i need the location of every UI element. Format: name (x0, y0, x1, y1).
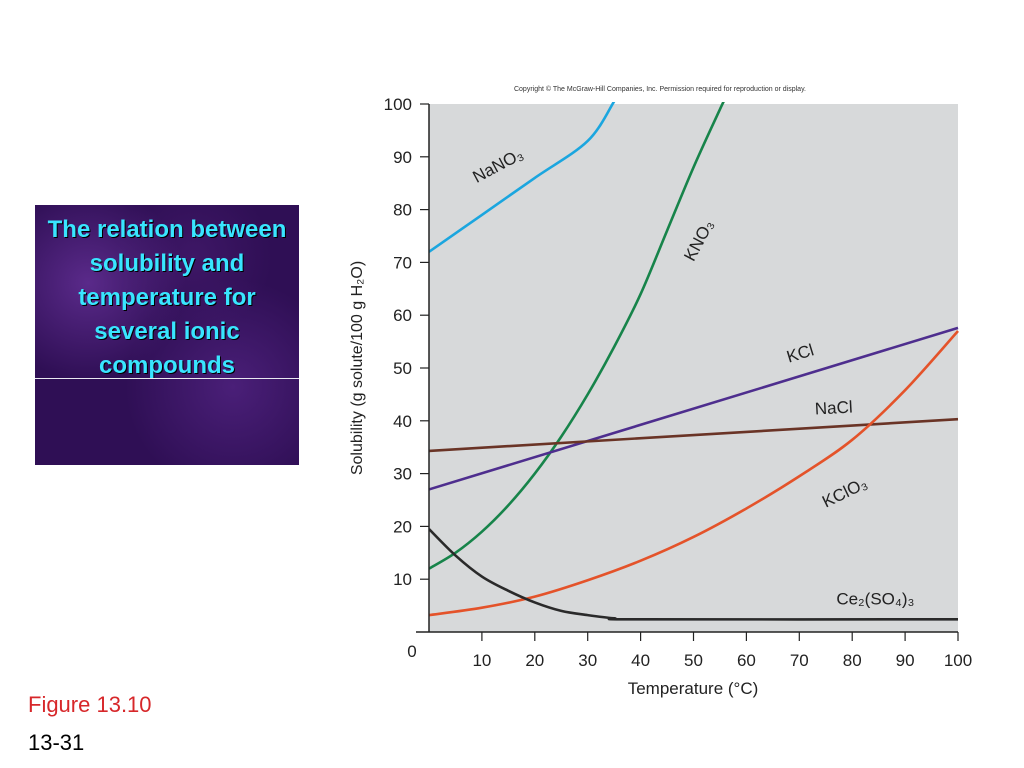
x-axis-label: Temperature (°C) (628, 679, 759, 698)
slide-title: The relation between solubility and temp… (47, 216, 287, 379)
y-tick-label: 50 (393, 359, 412, 378)
title-divider (35, 378, 299, 379)
copyright-notice: Copyright © The McGraw-Hill Companies, I… (514, 85, 806, 93)
series-label-3: NaCl (814, 398, 853, 419)
plot-area (429, 104, 958, 632)
series-line-0 (429, 102, 616, 253)
x-tick-label: 80 (843, 651, 862, 670)
y-tick-label: 80 (393, 201, 412, 220)
y-tick-label: 30 (393, 465, 412, 484)
series-label-5: Ce₂(SO₄)₃ (836, 590, 914, 609)
y-tick-label: 100 (384, 95, 412, 114)
title-box: The relation between solubility and temp… (35, 205, 299, 465)
x-tick-label: 0 (407, 642, 416, 661)
series-line-1 (429, 102, 725, 570)
x-tick-label: 20 (525, 651, 544, 670)
x-tick-label: 10 (472, 651, 491, 670)
y-tick-label: 60 (393, 306, 412, 325)
x-tick-label: 70 (790, 651, 809, 670)
y-tick-label: 40 (393, 412, 412, 431)
x-tick-label: 50 (684, 651, 703, 670)
page-number: 13-31 (28, 730, 85, 755)
x-tick-label: 40 (631, 651, 650, 670)
x-tick-label: 100 (944, 651, 972, 670)
x-tick-label: 30 (578, 651, 597, 670)
series-line-5 (429, 528, 959, 621)
x-tick-label: 60 (737, 651, 756, 670)
series-line-2 (429, 326, 959, 491)
series-line-4 (429, 330, 959, 617)
y-axis-label: Solubility (g solute/100 g H₂O) (349, 261, 366, 475)
y-tick-label: 10 (393, 570, 412, 589)
y-tick-label: 70 (393, 253, 412, 272)
y-tick-label: 20 (393, 517, 412, 536)
x-tick-label: 90 (896, 651, 915, 670)
y-tick-label: 90 (393, 148, 412, 167)
figure-label: Figure 13.10 (28, 692, 152, 717)
